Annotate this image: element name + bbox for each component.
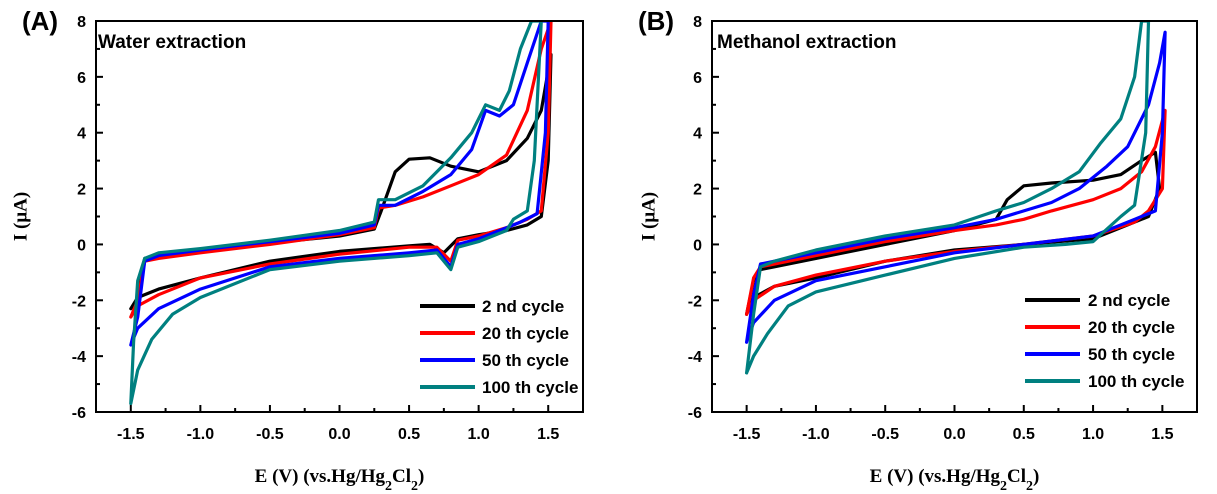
y-tick-label: 8 — [77, 14, 86, 31]
legend-label: 20 th cycle — [1088, 318, 1175, 337]
x-tick-label: -1.0 — [802, 426, 830, 443]
y-axis-label: I (μA) — [638, 192, 659, 241]
legend-label: 2 nd cycle — [1088, 291, 1170, 310]
x-tick-label: -1.5 — [733, 426, 761, 443]
legend-label: 100 th cycle — [482, 378, 578, 397]
y-tick-label: -6 — [72, 405, 86, 422]
legend-label: 50 th cycle — [482, 351, 569, 370]
y-tick-label: 4 — [693, 126, 702, 143]
y-tick-label: 6 — [77, 70, 86, 87]
series-group — [745, 21, 1167, 375]
y-tick-label: 6 — [693, 70, 702, 87]
y-tick-label: 2 — [77, 182, 86, 199]
legend-label: 2 nd cycle — [482, 297, 564, 316]
chart-title: Methanol extraction — [717, 32, 896, 53]
x-tick-label: 0.5 — [1013, 426, 1035, 443]
series-line-100th — [745, 21, 1151, 375]
x-tick-label: -1.0 — [187, 426, 215, 443]
legend: 2 nd cycle 20 th cycle 50 th cycle 100 th c… — [1025, 291, 1184, 391]
series-line-50th — [129, 21, 550, 347]
series-line-50th — [745, 30, 1167, 344]
x-tick-label: 1.0 — [1082, 426, 1104, 443]
y-tick-label: 0 — [77, 237, 86, 254]
series-line-20th — [129, 21, 553, 319]
legend-label: 20 th cycle — [482, 324, 569, 343]
legend-label: 50 th cycle — [1088, 345, 1175, 364]
y-tick-label: -4 — [72, 349, 86, 366]
panel-label: (A) — [22, 6, 58, 36]
y-tick-label: -2 — [72, 293, 86, 310]
y-tick-label: -6 — [688, 405, 702, 422]
chart-panel-a: -1.5 -1.0 -0.5 0.0 0.5 1.0 1.5 -6 -4 -2 0 2 4 6 8 (A) Wa… — [10, 6, 584, 494]
series-line-2nd — [129, 52, 553, 311]
x-tick-label: -1.5 — [117, 426, 145, 443]
y-axis-label: I (μA) — [10, 192, 31, 241]
x-axis-label: E (V) (vs.Hg/Hg2Cl2) — [870, 466, 1040, 494]
panel-label: (B) — [638, 6, 674, 36]
x-tick-label: 1.0 — [468, 426, 490, 443]
y-tick-label: 4 — [77, 126, 86, 143]
y-tick-label: -2 — [688, 293, 702, 310]
series-line-20th — [745, 108, 1167, 316]
y-tick-label: 0 — [693, 237, 702, 254]
x-tick-label: 0.5 — [398, 426, 420, 443]
chart-title: Water extraction — [98, 32, 246, 53]
legend: 2 nd cycle 20 th cycle 50 th cycle 100 th c… — [420, 297, 578, 397]
x-tick-label: -0.5 — [871, 426, 899, 443]
x-tick-label: -0.5 — [256, 426, 284, 443]
y-tick-label: 8 — [693, 14, 702, 31]
x-axis-label: E (V) (vs.Hg/Hg2Cl2) — [255, 466, 425, 494]
y-tick-label: 2 — [693, 182, 702, 199]
x-tick-label: 1.5 — [537, 426, 559, 443]
x-tick-label: 0.0 — [943, 426, 965, 443]
y-tick-label: -4 — [688, 349, 702, 366]
legend-label: 100 th cycle — [1088, 372, 1184, 391]
x-tick-label: 0.0 — [328, 426, 350, 443]
x-tick-label: 1.5 — [1151, 426, 1173, 443]
series-group — [129, 21, 553, 406]
series-line-100th — [129, 21, 543, 406]
chart-panel-b: -1.5 -1.0 -0.5 0.0 0.5 1.0 1.5 -6 -4 -2 0 2 4 6 8 (B) Me… — [638, 6, 1198, 494]
